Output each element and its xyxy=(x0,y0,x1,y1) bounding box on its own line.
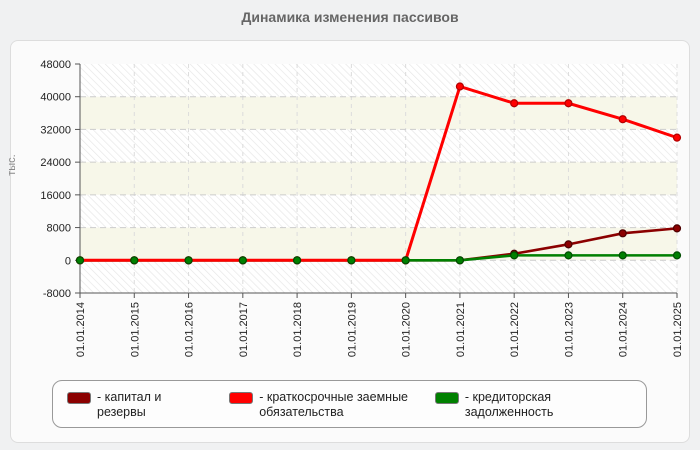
data-point xyxy=(510,251,519,260)
plot-band xyxy=(80,129,677,163)
plot-band xyxy=(80,162,677,195)
data-point xyxy=(184,256,193,265)
x-tick-label: 01.01.2017 xyxy=(238,302,250,357)
y-tick-label: 48000 xyxy=(40,59,71,71)
plot-band xyxy=(80,96,677,130)
x-tick-label: 01.01.2021 xyxy=(455,302,467,357)
x-tick-label: 01.01.2020 xyxy=(401,302,413,357)
data-point xyxy=(564,99,573,108)
data-point xyxy=(564,240,573,249)
data-point xyxy=(618,251,627,260)
x-tick-label: 01.01.2023 xyxy=(563,302,575,357)
legend-item-accounts-payable: - кредиторская задолженность xyxy=(434,390,634,420)
x-tick-label: 01.01.2016 xyxy=(184,302,196,357)
plot-band xyxy=(80,260,677,293)
data-point xyxy=(564,251,573,260)
x-tick-label: 01.01.2024 xyxy=(618,302,630,357)
y-tick-label: 0 xyxy=(65,255,71,267)
data-point xyxy=(672,251,682,260)
x-tick-label: 01.01.2019 xyxy=(346,302,358,357)
plot-band xyxy=(80,64,677,97)
legend-swatch-short-term-borrowings xyxy=(229,392,254,404)
y-tick-label: 40000 xyxy=(40,92,71,104)
y-tick-label: 16000 xyxy=(40,190,71,202)
y-tick-label: 24000 xyxy=(40,157,71,169)
data-point xyxy=(455,82,465,91)
chart-title: Динамика изменения пассивов xyxy=(241,9,459,25)
y-tick-label: 32000 xyxy=(40,124,71,136)
y-tick-label: -8000 xyxy=(43,288,71,300)
data-point xyxy=(672,224,682,233)
legend-swatch-capital xyxy=(67,392,91,404)
x-tick-label: 01.01.2022 xyxy=(509,302,521,357)
plot-band xyxy=(80,194,677,228)
x-tick-label: 01.01.2018 xyxy=(292,302,304,357)
data-point xyxy=(672,133,682,142)
data-point xyxy=(75,256,85,265)
series-line xyxy=(80,84,678,262)
y-axis-unit-label: тыс. xyxy=(6,154,18,176)
data-point xyxy=(347,256,356,265)
legend-item-short-term-borrowings: - краткосрочные заемные обязательства xyxy=(229,390,413,420)
data-point xyxy=(292,256,302,265)
legend-label-short-term-borrowings: - краткосрочные заемные обязательства xyxy=(259,390,409,419)
data-point xyxy=(130,256,139,265)
x-tick-label: 01.01.2014 xyxy=(75,302,87,357)
data-point xyxy=(618,229,627,238)
legend-label-capital: - капитал и резервы xyxy=(97,390,162,419)
legend-label-accounts-payable: - кредиторская задолженность xyxy=(464,390,554,419)
chart-legend: - капитал и резервы - краткосрочные заем… xyxy=(52,380,647,428)
x-tick-label: 01.01.2025 xyxy=(672,302,684,357)
data-point xyxy=(455,256,465,265)
legend-item-capital: - капитал и резервы xyxy=(67,390,207,420)
data-point xyxy=(238,256,247,265)
y-tick-label: 8000 xyxy=(47,223,71,235)
data-point xyxy=(401,256,410,265)
data-point xyxy=(510,99,519,108)
data-point xyxy=(618,115,627,124)
legend-swatch-accounts-payable xyxy=(434,392,459,404)
x-tick-label: 01.01.2015 xyxy=(129,302,141,357)
liabilities-line-chart: 48000 40000 32000 24000 16000 8000 0 -8000 01.01… xyxy=(40,59,684,357)
